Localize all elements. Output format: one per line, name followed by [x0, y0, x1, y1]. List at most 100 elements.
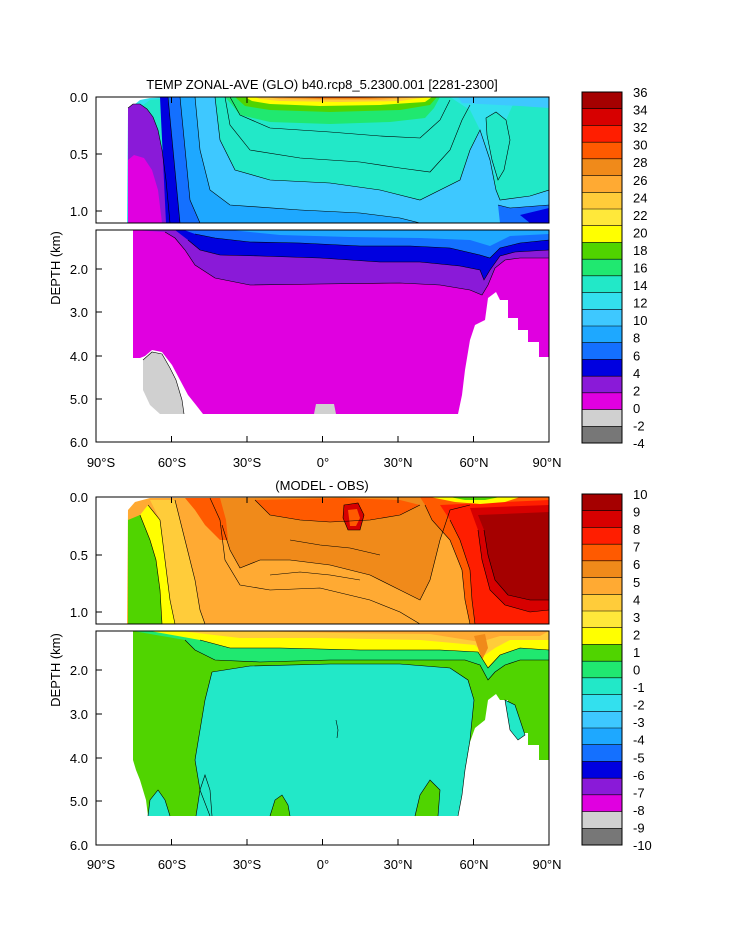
x-tick-label: 30°S [233, 857, 262, 872]
y-tick-label: 6.0 [70, 838, 88, 853]
colorbar-swatch [582, 326, 622, 343]
colorbar-swatch [582, 611, 622, 628]
colorbar-swatch [582, 342, 622, 360]
colorbar-swatch [582, 778, 622, 795]
panel-model-minus-obs: (MODEL - OBS) [48, 478, 652, 872]
colorbar-swatch [582, 426, 622, 443]
contour-fill-bottom [96, 631, 549, 845]
colorbar-swatch [582, 259, 622, 276]
y-tick-label: 1.0 [70, 605, 88, 620]
colorbar-swatch [582, 376, 622, 393]
y-tick-label: 3.0 [70, 707, 88, 722]
contour-fill-top [96, 97, 549, 223]
colorbar-label: -10 [633, 838, 652, 853]
colorbar-label: 2 [633, 383, 640, 398]
y-ticks [96, 496, 102, 846]
colorbar-label: 2 [633, 627, 640, 642]
colorbar-label: -1 [633, 680, 645, 695]
x-tick-labels: 90°S 60°S 30°S 0° 30°N 60°N 90°N [87, 455, 562, 470]
colorbar-label: -4 [633, 436, 645, 451]
colorbar-label: -7 [633, 785, 645, 800]
colorbar-swatch [582, 694, 622, 712]
x-ticks [95, 97, 550, 442]
y-tick-label: 5.0 [70, 392, 88, 407]
colorbar-swatch [582, 627, 622, 645]
colorbar-label: 6 [633, 348, 640, 363]
colorbar-swatch [582, 728, 622, 745]
colorbar-swatch [582, 744, 622, 762]
colorbar-swatch [582, 828, 622, 845]
panel-temperature: TEMP ZONAL-AVE (GLO) b40.rcp8_5.2300.001… [48, 77, 647, 470]
contour-lines-bottom [147, 639, 549, 817]
colorbar-swatch [582, 225, 622, 243]
y-tick-labels: 0.0 0.5 1.0 2.0 3.0 4.0 5.0 6.0 [70, 490, 88, 853]
colorbar-label: 0 [633, 663, 640, 678]
colorbar-label: 5 [633, 575, 640, 590]
colorbar-label: 36 [633, 85, 647, 100]
colorbar-swatch [582, 209, 622, 226]
colorbar-label: 34 [633, 103, 647, 118]
colorbar-label: 8 [633, 522, 640, 537]
colorbar-swatch [582, 192, 622, 209]
x-tick-label: 90°N [532, 455, 561, 470]
colorbar-label: -9 [633, 820, 645, 835]
contour-lines-top [127, 97, 549, 223]
colorbar-swatch [582, 811, 622, 829]
colorbar-swatch [582, 794, 622, 812]
colorbar-swatch [582, 409, 622, 427]
colorbar-swatch [582, 309, 622, 326]
colorbar-label: 30 [633, 138, 647, 153]
y-tick-label: 2.0 [70, 262, 88, 277]
y-tick-label: 3.0 [70, 305, 88, 320]
y-tick-label: 2.0 [70, 663, 88, 678]
colorbar-label: 10 [633, 487, 647, 502]
y-axis-label: DEPTH (km) [48, 231, 63, 305]
x-tick-label: 90°S [87, 455, 116, 470]
x-tick-label: 60°S [158, 455, 187, 470]
y-tick-label: 0.0 [70, 490, 88, 505]
colorbar-label: 7 [633, 540, 640, 555]
colorbar-swatch [582, 761, 622, 779]
colorbar-swatch [582, 677, 622, 695]
colorbar-label: 9 [633, 505, 640, 520]
colorbar-swatch [582, 577, 622, 595]
colorbar-label: 22 [633, 208, 647, 223]
y-tick-label: 5.0 [70, 794, 88, 809]
colorbar-label: 16 [633, 261, 647, 276]
x-tick-label: 90°N [532, 857, 561, 872]
x-tick-labels: 90°S 60°S 30°S 0° 30°N 60°N 90°N [87, 857, 562, 872]
colorbar-swatch [582, 392, 622, 410]
y-tick-labels: 0.0 0.5 1.0 2.0 3.0 4.0 5.0 6.0 [70, 90, 88, 450]
colorbar-swatch [582, 644, 622, 662]
contour-fill-bottom [96, 230, 549, 442]
x-tick-label: 60°N [459, 857, 488, 872]
y-tick-label: 4.0 [70, 349, 88, 364]
colorbar-label: -2 [633, 418, 645, 433]
x-tick-label: 0° [317, 857, 329, 872]
y-axis-label: DEPTH (km) [48, 633, 63, 707]
colorbar-label: 3 [633, 610, 640, 625]
colorbar-swatch [582, 661, 622, 678]
colorbar-label: 18 [633, 243, 647, 258]
colorbar-swatch [582, 175, 622, 193]
colorbar-label: 10 [633, 313, 647, 328]
x-tick-label: 60°N [459, 455, 488, 470]
y-tick-label: 6.0 [70, 435, 88, 450]
colorbar-swatch [582, 494, 622, 511]
colorbar-swatch [582, 544, 622, 561]
colorbar-swatch [582, 242, 622, 260]
y-tick-label: 0.0 [70, 90, 88, 105]
colorbar-swatch [582, 275, 622, 293]
x-tick-label: 60°S [158, 857, 187, 872]
y-tick-label: 4.0 [70, 751, 88, 766]
colorbar-swatch [582, 125, 622, 143]
colorbar-frame [581, 91, 623, 444]
colorbar-label: 6 [633, 557, 640, 572]
colorbar-swatch [582, 711, 622, 728]
colorbar-label: -3 [633, 715, 645, 730]
y-tick-label: 1.0 [70, 204, 88, 219]
colorbar-label: 12 [633, 296, 647, 311]
